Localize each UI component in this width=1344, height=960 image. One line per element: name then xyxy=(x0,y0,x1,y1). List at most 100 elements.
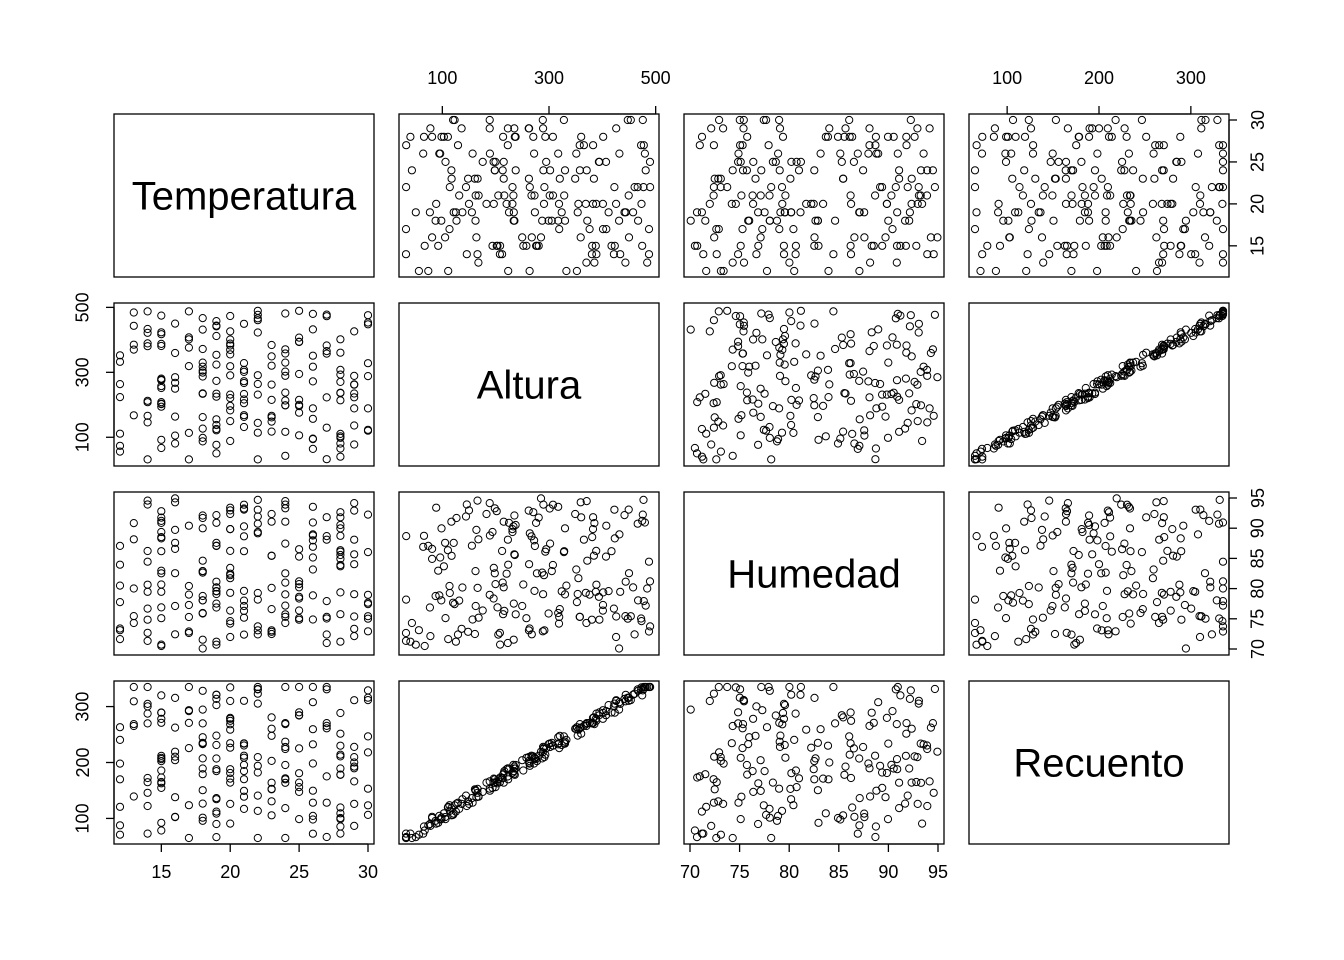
point xyxy=(860,208,869,217)
point xyxy=(548,560,558,570)
point xyxy=(926,723,936,732)
point xyxy=(363,600,373,609)
panel-altura-recuento xyxy=(968,302,1230,467)
point xyxy=(452,513,461,523)
tick-label: 70 xyxy=(1248,639,1268,659)
point xyxy=(115,598,125,607)
point xyxy=(453,141,463,150)
point xyxy=(791,250,800,259)
point xyxy=(714,174,723,183)
point xyxy=(1069,250,1078,259)
point xyxy=(336,829,345,838)
point xyxy=(905,764,914,773)
point xyxy=(115,759,125,768)
point xyxy=(847,199,856,208)
point xyxy=(891,183,900,192)
point xyxy=(930,183,940,192)
point xyxy=(775,115,784,125)
point xyxy=(322,513,331,522)
point xyxy=(226,401,235,410)
point xyxy=(866,792,875,801)
panel-recuento-recuento xyxy=(968,680,1230,845)
point xyxy=(226,390,235,399)
point xyxy=(1111,372,1120,381)
point xyxy=(336,531,345,540)
point xyxy=(645,157,655,166)
point xyxy=(768,778,778,787)
point xyxy=(295,615,304,624)
point xyxy=(350,535,359,544)
point xyxy=(760,767,769,776)
point xyxy=(527,233,536,242)
point xyxy=(1001,149,1010,158)
point xyxy=(212,731,221,740)
point xyxy=(1014,208,1023,217)
point xyxy=(1213,510,1222,519)
tick-label: 30 xyxy=(1248,110,1268,130)
point xyxy=(1027,513,1036,523)
point xyxy=(226,371,235,380)
point xyxy=(1083,199,1093,208)
point xyxy=(1007,591,1016,600)
point xyxy=(267,427,276,436)
point xyxy=(504,560,513,569)
point xyxy=(1152,233,1161,242)
point xyxy=(1218,166,1228,175)
point xyxy=(1197,124,1206,133)
point xyxy=(1187,250,1196,259)
point xyxy=(336,429,345,438)
point xyxy=(226,713,235,723)
point xyxy=(790,735,799,745)
point xyxy=(449,208,458,217)
point xyxy=(253,685,262,694)
point xyxy=(610,241,619,250)
point xyxy=(743,132,752,141)
point xyxy=(198,389,207,398)
point xyxy=(527,191,536,200)
point xyxy=(1034,208,1043,217)
point xyxy=(281,778,290,787)
point xyxy=(884,358,893,367)
point xyxy=(1136,362,1145,371)
point xyxy=(1024,600,1033,609)
point xyxy=(771,711,780,720)
point xyxy=(530,536,539,545)
point xyxy=(485,149,494,158)
point xyxy=(742,760,752,770)
point xyxy=(1159,225,1169,234)
point xyxy=(143,615,152,624)
point xyxy=(736,241,745,250)
point xyxy=(532,518,541,528)
point xyxy=(1168,199,1177,208)
point xyxy=(406,829,415,838)
point xyxy=(226,774,235,783)
point xyxy=(281,309,290,318)
point xyxy=(588,718,597,727)
point xyxy=(914,319,924,328)
point xyxy=(629,208,638,217)
point xyxy=(143,339,152,348)
point xyxy=(336,444,345,453)
point xyxy=(792,400,801,409)
point xyxy=(350,696,359,705)
point xyxy=(1001,157,1011,166)
point xyxy=(1159,497,1168,506)
point xyxy=(157,383,166,393)
point xyxy=(1068,199,1077,208)
point xyxy=(1172,552,1181,561)
tick-label: 75 xyxy=(1248,609,1268,629)
point xyxy=(598,706,608,715)
point xyxy=(1122,560,1131,570)
point xyxy=(709,191,718,200)
point xyxy=(601,552,611,561)
point xyxy=(143,496,152,505)
point xyxy=(115,429,125,438)
point xyxy=(253,428,262,437)
point xyxy=(595,615,604,624)
point xyxy=(582,166,591,175)
point xyxy=(994,199,1003,208)
tick-label: 75 xyxy=(730,862,750,882)
point xyxy=(1125,524,1135,533)
point xyxy=(363,320,373,329)
point xyxy=(1022,635,1031,644)
